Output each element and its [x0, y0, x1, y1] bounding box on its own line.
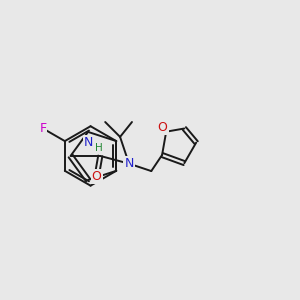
- Text: N: N: [124, 157, 134, 170]
- Text: F: F: [39, 122, 46, 135]
- Text: N: N: [84, 136, 93, 149]
- Text: O: O: [92, 170, 102, 183]
- Text: H: H: [95, 143, 103, 153]
- Text: O: O: [158, 121, 168, 134]
